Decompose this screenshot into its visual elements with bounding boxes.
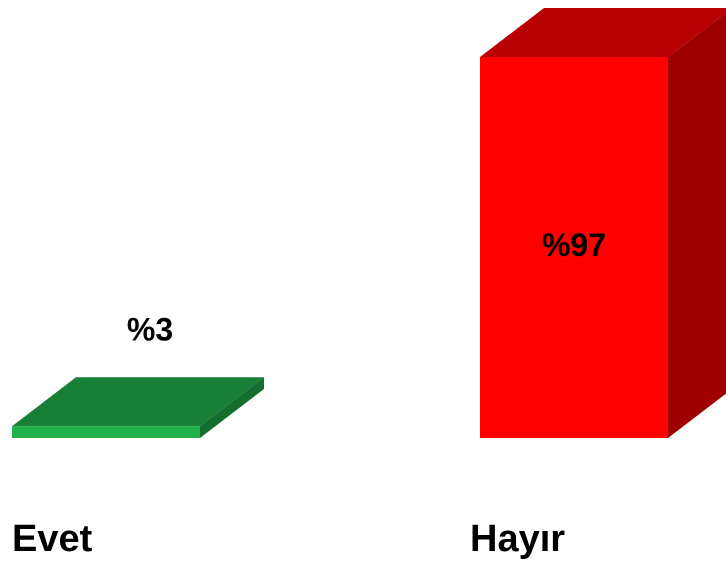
x-tick-label: Hayır xyxy=(470,518,565,560)
bar-side xyxy=(200,377,264,438)
x-tick-label: Evet xyxy=(12,518,93,560)
bar xyxy=(12,426,200,438)
bar-top xyxy=(12,377,264,427)
value-label: %97 xyxy=(542,227,606,263)
value-label: %3 xyxy=(127,312,173,348)
bar xyxy=(480,57,668,438)
bar-side xyxy=(668,12,726,438)
bar-top xyxy=(480,8,726,57)
